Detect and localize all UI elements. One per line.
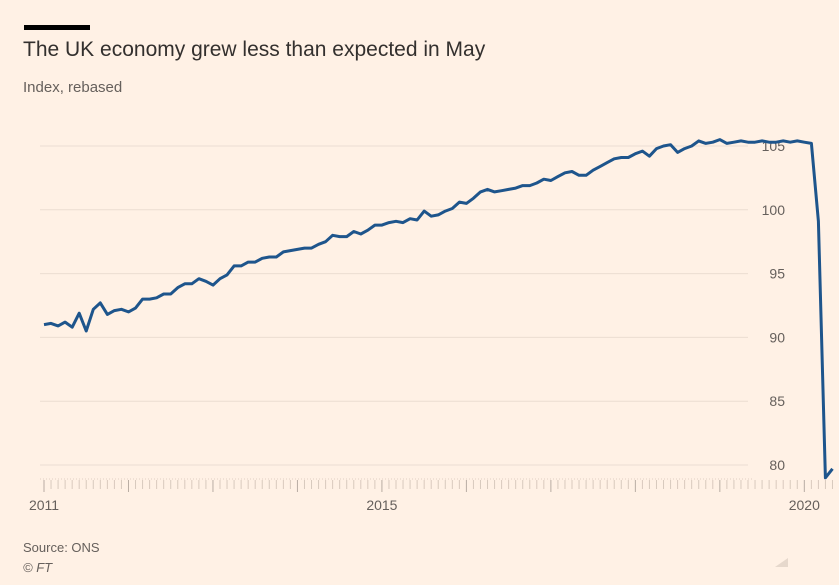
source-note: Source: ONS bbox=[23, 540, 100, 555]
x-tick-label: 2011 bbox=[29, 497, 59, 513]
y-tick-label: 90 bbox=[769, 329, 785, 345]
y-tick-label: 85 bbox=[769, 393, 785, 409]
y-tick-label: 95 bbox=[769, 266, 785, 282]
ft-header-bar bbox=[24, 25, 90, 30]
x-tick-label: 2015 bbox=[366, 497, 397, 513]
y-tick-label: 100 bbox=[762, 202, 786, 218]
copyright-note: © FT bbox=[23, 560, 53, 575]
chart-title: The UK economy grew less than expected i… bbox=[23, 38, 486, 61]
chart-subtitle: Index, rebased bbox=[23, 79, 123, 96]
series-line-gdp bbox=[43, 138, 834, 480]
resize-corner-icon bbox=[775, 558, 788, 567]
x-tick-label: 2020 bbox=[789, 497, 820, 513]
y-tick-label: 80 bbox=[769, 457, 785, 473]
